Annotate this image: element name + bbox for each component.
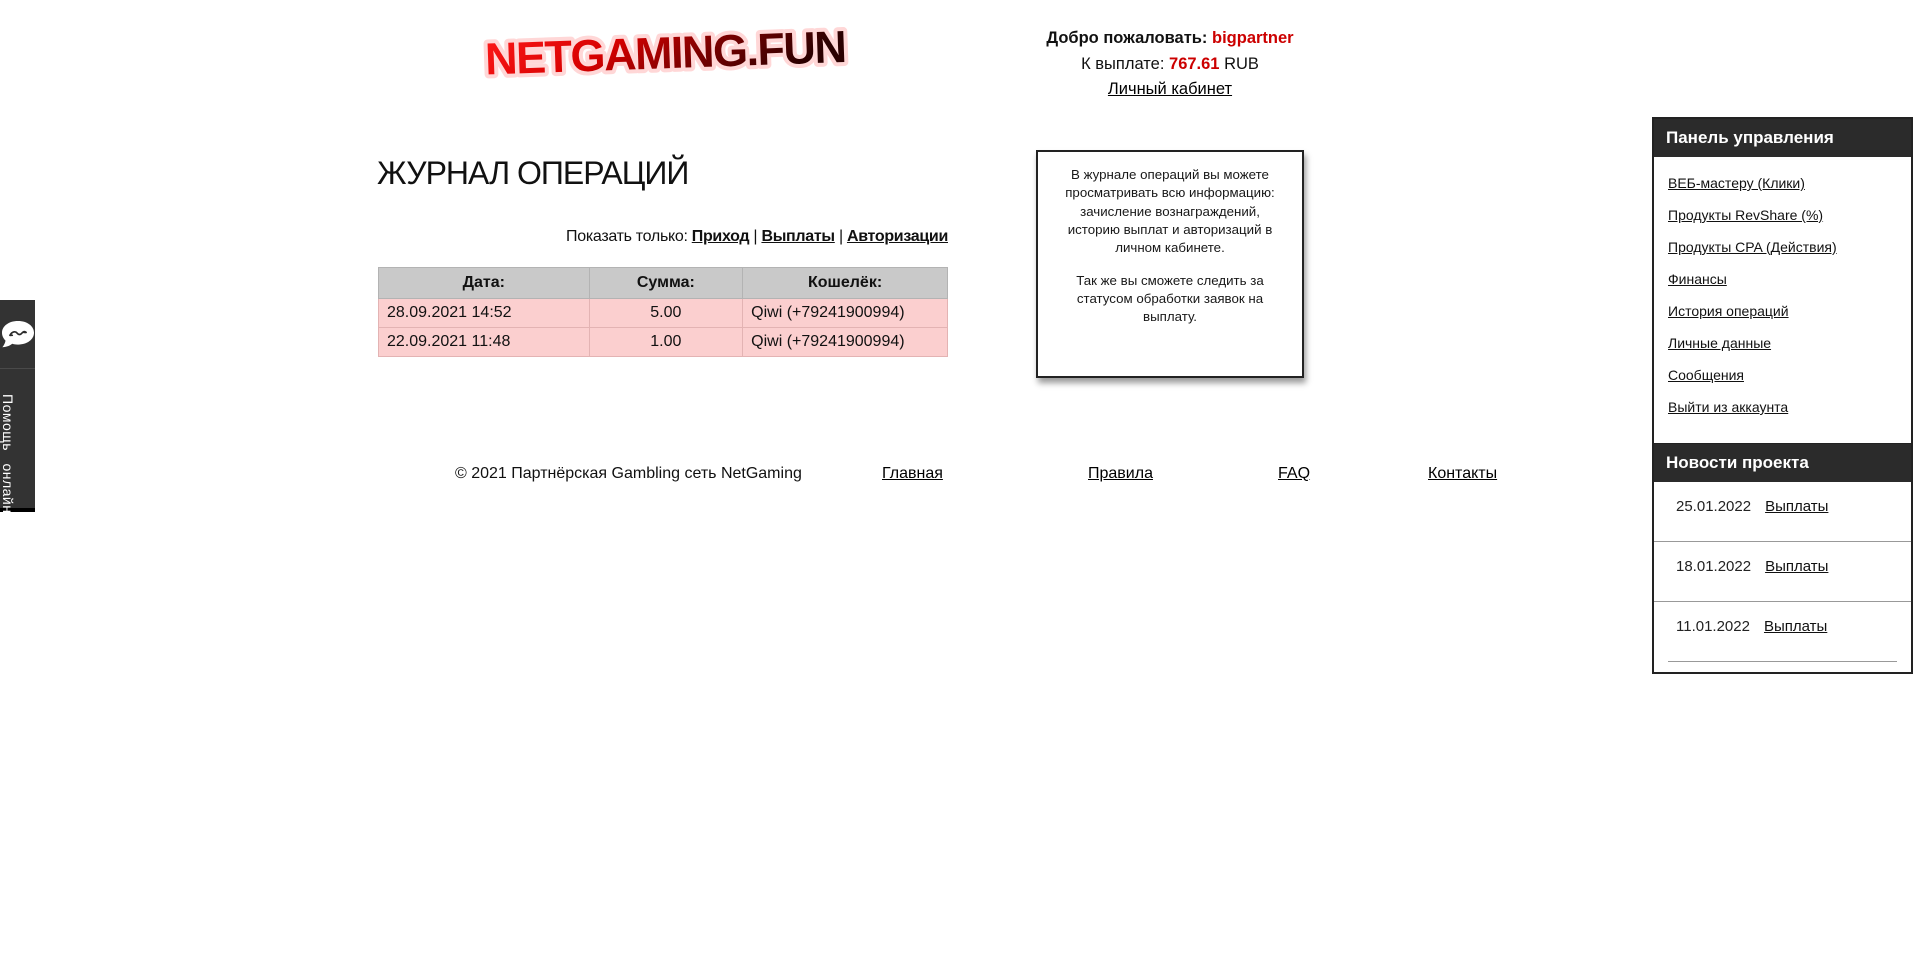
svg-text:NETGAMING.FUN: NETGAMING.FUN — [484, 21, 846, 85]
